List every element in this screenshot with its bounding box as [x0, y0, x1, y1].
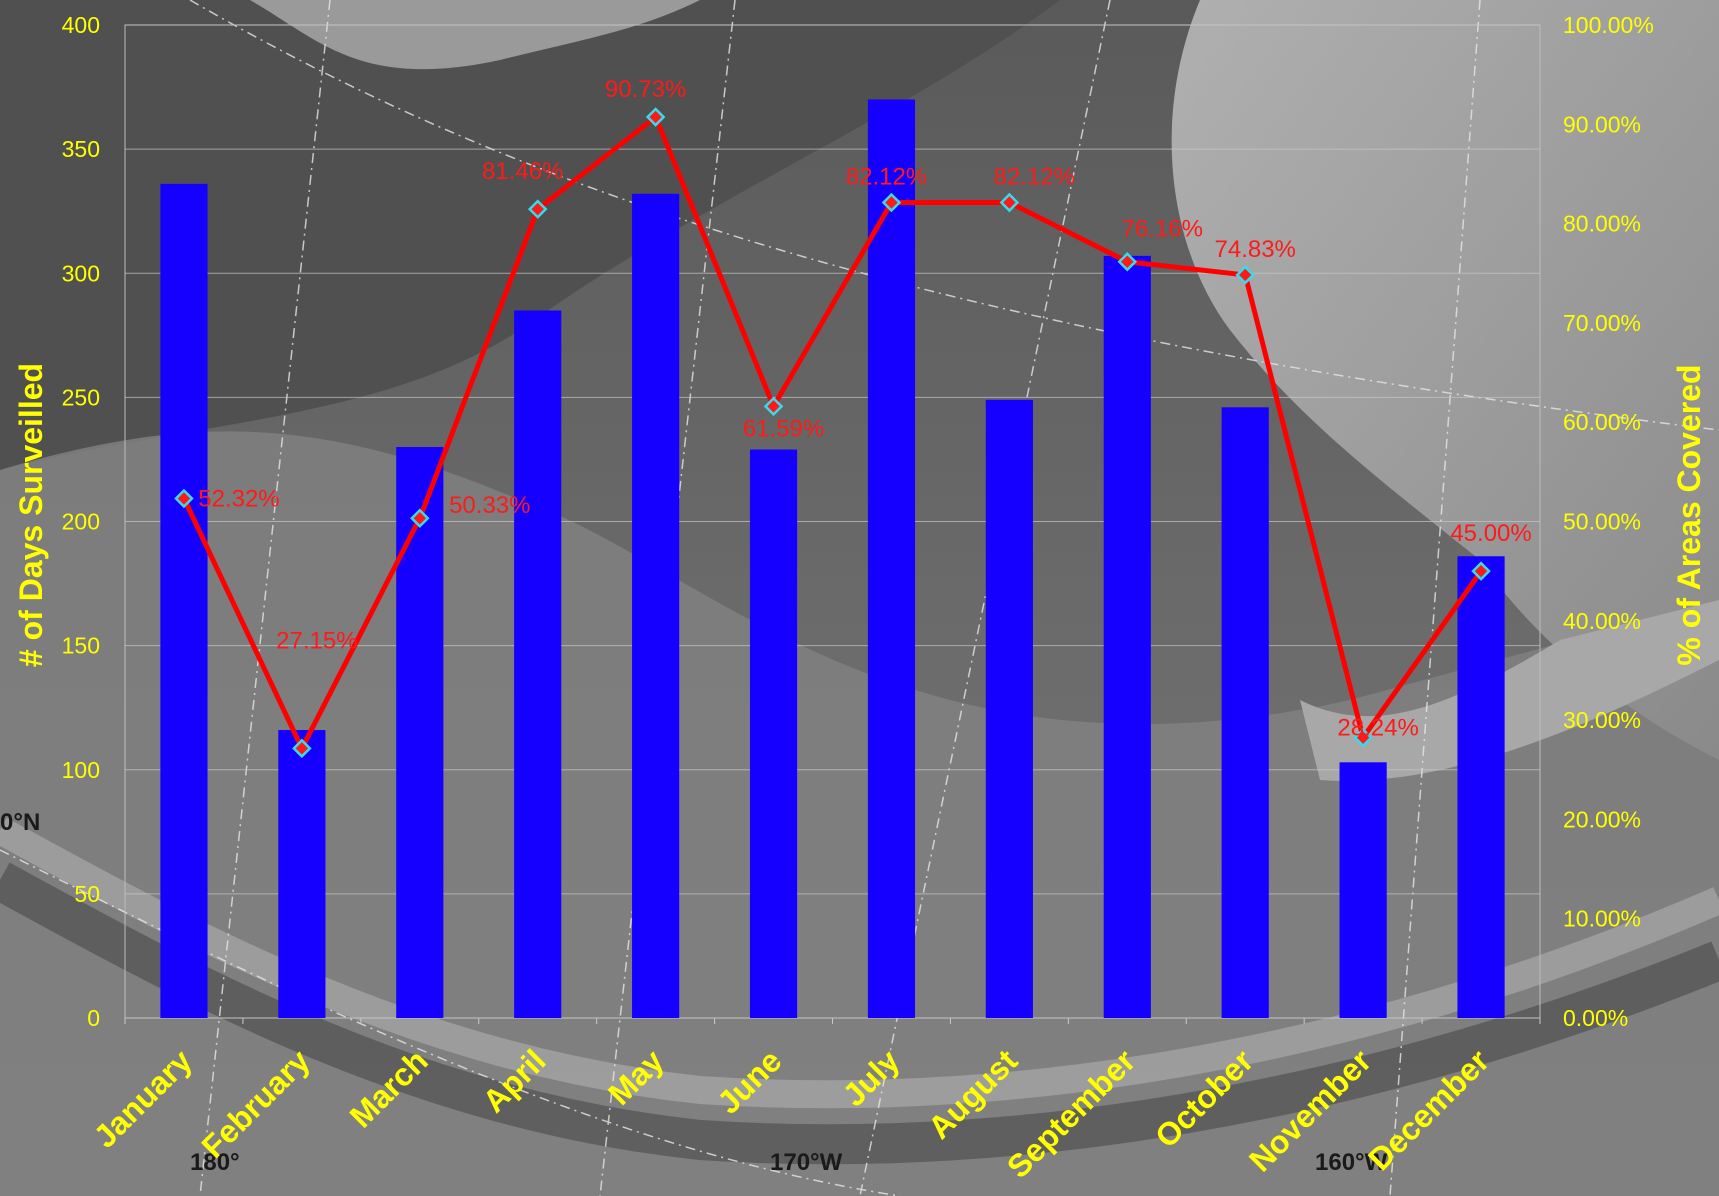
data-label: 61.59%: [743, 415, 824, 442]
data-label: 27.15%: [276, 627, 357, 654]
coverage-marker: [645, 107, 666, 127]
northern-coast: [250, 0, 700, 70]
trench: [0, 862, 1719, 1165]
y-tick-label-left: 50: [74, 881, 100, 907]
land-mass: [1171, 0, 1719, 760]
map-label-lat: 0°N: [0, 809, 40, 836]
y-tick-label-right: 50.00%: [1563, 509, 1641, 535]
y-tick-label-right: 80.00%: [1563, 211, 1641, 237]
bar-december: [1457, 556, 1505, 1018]
bar-october: [1221, 407, 1269, 1018]
bar-september: [1103, 255, 1151, 1018]
data-label: 45.00%: [1450, 520, 1531, 547]
coverage-marker: [1471, 561, 1491, 581]
y-tick-label-left: 0: [87, 1005, 100, 1031]
y-axis-title-right: % of Areas Covered: [1671, 364, 1707, 665]
data-label: 28.24%: [1337, 715, 1418, 742]
grid-lines: [124, 24, 1541, 1024]
bar-june: [749, 449, 798, 1018]
coverage-marker: [1117, 251, 1138, 272]
data-labels: 52.32% 27.15% 50.33% 81.46% 90.73% 61.59% 82.1…: [198, 76, 1531, 742]
y-tick-label-right: 30.00%: [1563, 707, 1641, 733]
bar-january: [160, 183, 208, 1018]
y-axis-title-left: # of Days Surveilled: [13, 363, 49, 667]
y-tick-label-right: 10.00%: [1563, 906, 1641, 932]
map-label-lon3: 160°W: [1315, 1149, 1388, 1176]
data-label: 52.32%: [198, 485, 279, 512]
map-label-lon1: 180°: [190, 1149, 240, 1176]
y-tick-label-right: 90.00%: [1563, 111, 1641, 137]
coverage-marker: [881, 192, 902, 213]
data-label: 81.46%: [482, 158, 563, 185]
peninsula: [1300, 600, 1719, 781]
y-tick-label-left: 250: [62, 384, 100, 410]
bar-april: [514, 310, 562, 1018]
data-label: 82.12%: [994, 164, 1075, 191]
coverage-marker: [999, 192, 1020, 213]
coverage-marker: [527, 199, 548, 219]
coverage-line: [181, 114, 1484, 751]
bar-may: [632, 193, 680, 1018]
coverage-marker: [1353, 727, 1373, 748]
y-tick-label-right: 100.00%: [1563, 12, 1654, 38]
y-tick-label-left: 350: [62, 136, 100, 162]
y-tick-label-left: 200: [62, 509, 100, 535]
bar-march: [396, 447, 444, 1018]
trench-ridge: [0, 817, 1719, 1109]
y-tick-label-left: 100: [62, 757, 100, 783]
y-tick-label-left: 400: [62, 12, 100, 38]
left-y-axis: 0 50 100 150 200 250 300 350 400: [62, 12, 100, 1031]
data-label: 90.73%: [605, 76, 686, 103]
data-label: 76.16%: [1122, 216, 1203, 243]
bar-july: [867, 99, 916, 1019]
coverage-marker: [174, 488, 194, 509]
y-tick-label-right: 0.00%: [1563, 1005, 1628, 1031]
coverage-marker: [410, 508, 430, 528]
y-tick-label-right: 70.00%: [1563, 310, 1641, 336]
data-label: 74.83%: [1215, 236, 1296, 263]
coverage-marker: [292, 738, 312, 759]
bar-august: [985, 399, 1033, 1018]
data-label: 82.12%: [846, 164, 927, 191]
y-tick-label-left: 150: [62, 633, 100, 659]
coverage-marker: [763, 396, 784, 417]
data-label: 50.33%: [449, 492, 530, 519]
bar-february: [278, 730, 326, 1018]
right-y-axis: 0.00% 10.00% 20.00% 30.00% 40.00% 50.00% 60.00…: [1563, 12, 1654, 1031]
y-tick-label-right: 20.00%: [1563, 806, 1641, 832]
bar-series: [160, 99, 1505, 1019]
y-tick-label-right: 40.00%: [1563, 608, 1641, 634]
line-series: [174, 107, 1491, 759]
y-tick-label-right: 60.00%: [1563, 409, 1641, 435]
y-tick-label-left: 300: [62, 260, 100, 286]
coverage-marker: [1235, 265, 1255, 285]
bar-november: [1339, 762, 1387, 1018]
map-label-lon2: 170°W: [770, 1149, 843, 1176]
